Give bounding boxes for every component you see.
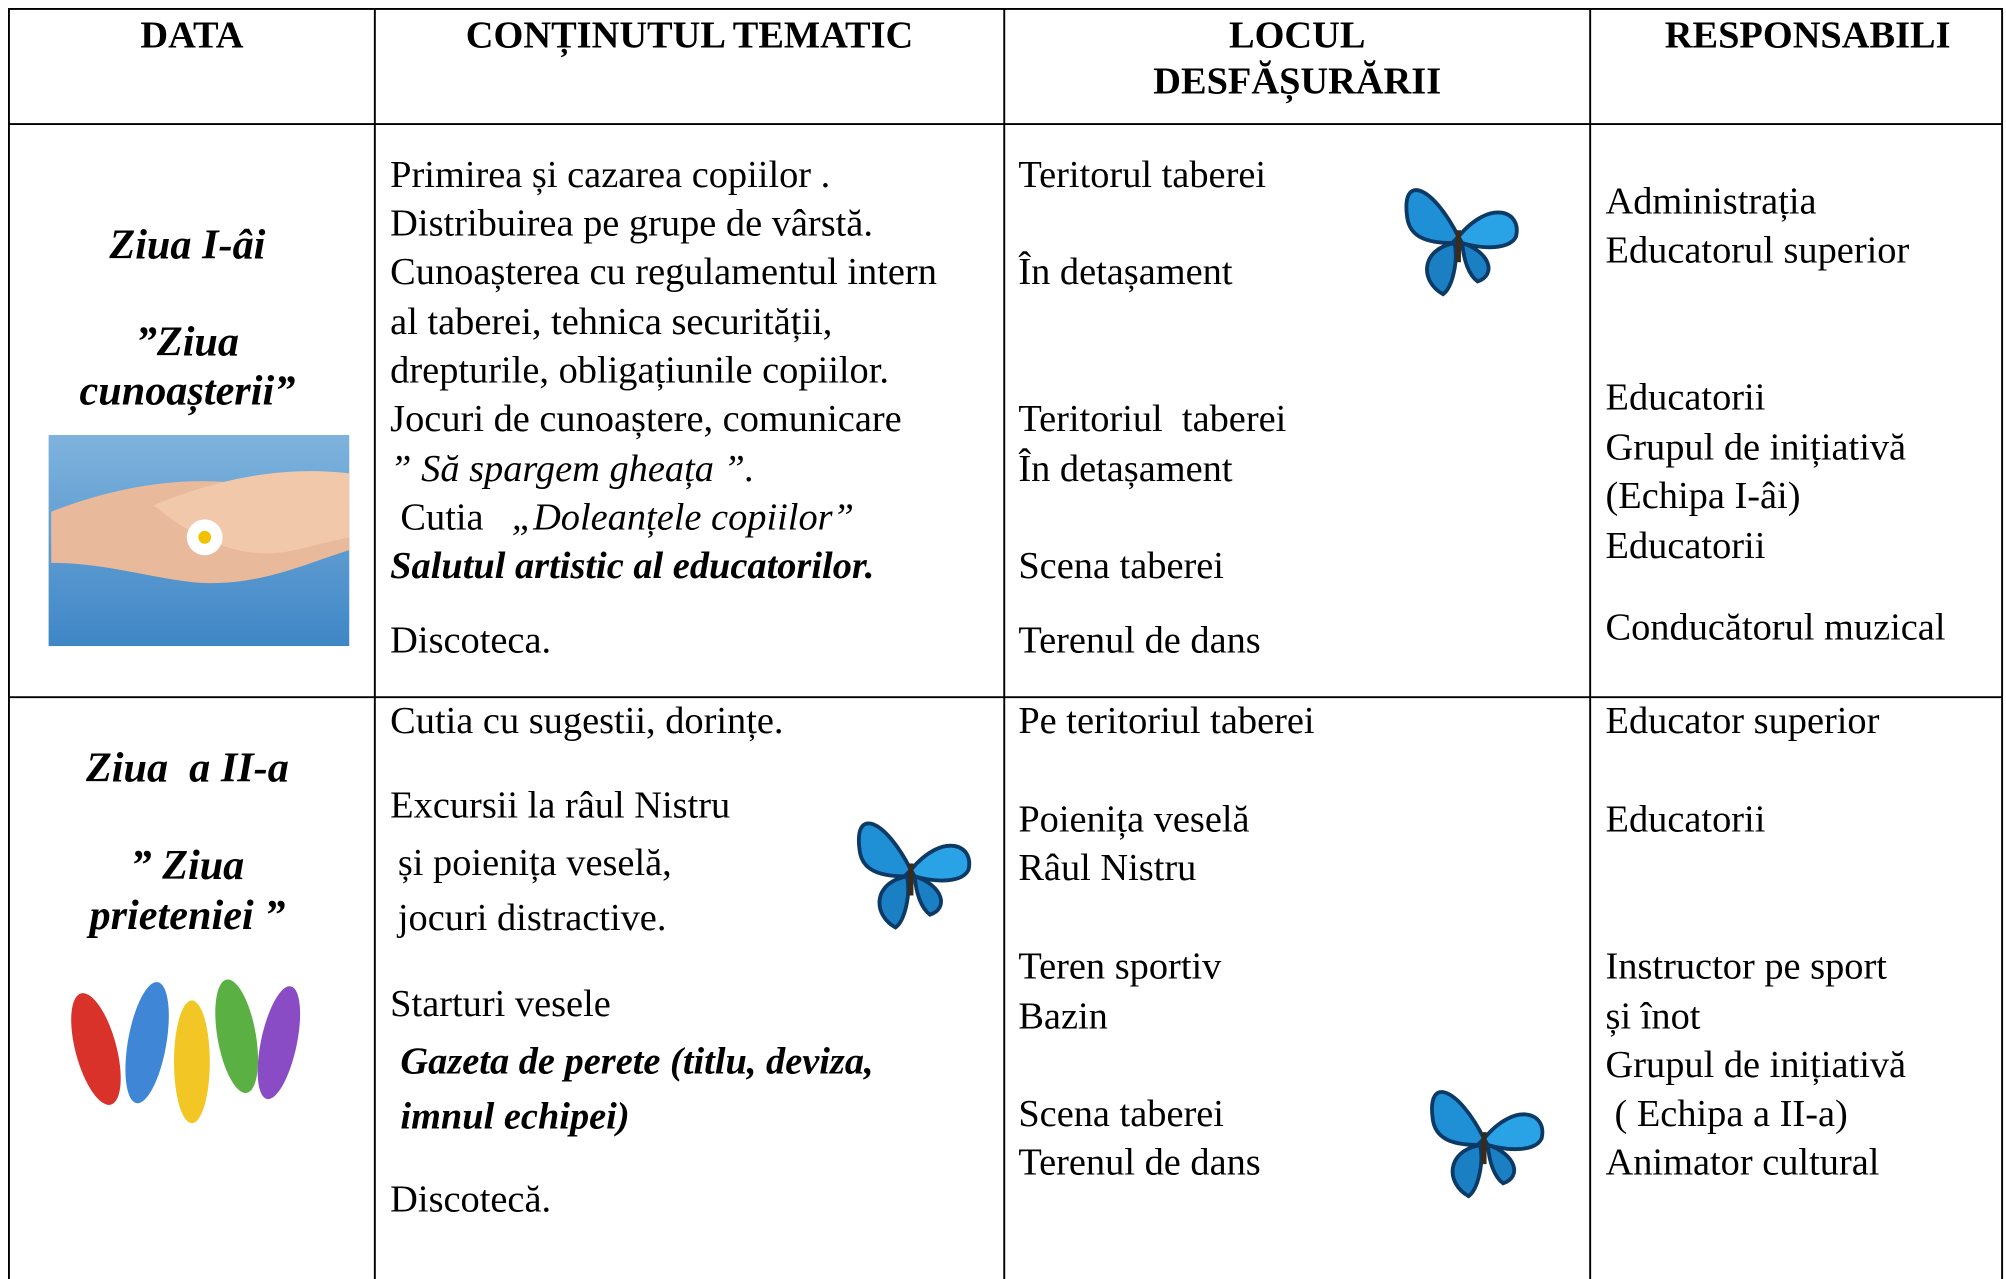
- day-label: prieteniei ”: [89, 892, 286, 940]
- content-line: Salutul artistic al educatorilor.: [390, 544, 875, 588]
- place-line: Scena taberei: [1018, 1092, 1224, 1135]
- place-line: Terenul de dans: [1018, 1141, 1261, 1184]
- day-label: Ziua I-âi: [109, 222, 266, 269]
- place-line: Teritoriul taberei: [1018, 397, 1287, 441]
- day-label: cunoașterii”: [79, 368, 296, 415]
- responsible-line: (Echipa I-âi): [1605, 474, 1801, 517]
- responsible-line: Grupul de inițiativă: [1605, 426, 1907, 469]
- content-line: Cunoașterea cu regulamentul intern: [390, 250, 937, 293]
- header-cell: RESPONSABILI: [1664, 14, 1951, 57]
- responsible-line: Animator cultural: [1605, 1141, 1880, 1184]
- place-line: Teren sportiv: [1018, 945, 1222, 988]
- place-line: Pe teritoriul taberei: [1018, 699, 1315, 742]
- place-line: Bazin: [1018, 995, 1108, 1038]
- content-line: ” Să spargem gheața ”.: [390, 447, 755, 490]
- content-line: imnul echipei): [400, 1095, 630, 1138]
- responsible-line: Educatorii: [1605, 798, 1766, 841]
- handshake-image: [48, 434, 350, 647]
- borders: [7, 7, 2004, 1279]
- content-line: al taberei, tehnica securității,: [390, 300, 833, 343]
- responsible-line: Instructor pe sport: [1605, 945, 1887, 988]
- content-line: „Doleanțele copiilor”: [511, 496, 854, 539]
- place-line: În detașament: [1018, 250, 1233, 293]
- content-line: Cutia cu sugestii, dorințe.: [390, 699, 784, 742]
- header-cell: CONȚINUTUL TEMATIC: [465, 14, 914, 57]
- responsible-line: Conducătorul muzical: [1605, 606, 1946, 649]
- butterfly: [1432, 1092, 1542, 1196]
- day-label: ” Ziua: [130, 843, 245, 890]
- content-line: Jocuri de cunoaștere, comunicare: [390, 397, 902, 441]
- place-line: În detașament: [1018, 447, 1233, 490]
- butterfly: [1406, 190, 1516, 294]
- content-line: Excursii la râul Nistru: [390, 784, 731, 827]
- content-line: și poienița veselă,: [397, 841, 672, 884]
- content-line: Starturi vesele: [390, 982, 611, 1025]
- header-cell: LOCUL DESFĂȘURĂRII: [1153, 14, 1442, 103]
- place-line: Poienița veselă: [1018, 798, 1250, 841]
- content-line: Gazeta de perete (titlu, deviza,: [400, 1040, 874, 1083]
- responsible-line: Administrația: [1605, 180, 1817, 223]
- content-line: Discoteca.: [390, 619, 552, 662]
- place-line: Terenul de dans: [1018, 619, 1261, 662]
- header-cell: DATA: [140, 14, 244, 57]
- content-line: jocuri distractive.: [397, 896, 667, 940]
- place-line: Râul Nistru: [1018, 846, 1197, 890]
- responsible-line: Educatorul superior: [1605, 228, 1910, 272]
- responsible-line: ( Echipa a II-a): [1614, 1092, 1848, 1135]
- content-line: Distribuirea pe grupe de vârstă.: [390, 202, 873, 245]
- responsible-line: Grupul de inițiativă: [1605, 1043, 1907, 1087]
- day-label: Ziua a II-a: [85, 745, 289, 792]
- responsible-line: Educatorii: [1605, 524, 1766, 567]
- responsible-line: Educatorii: [1605, 376, 1766, 419]
- content-line: Cutia: [400, 496, 484, 539]
- content-line: Discotecă.: [390, 1178, 552, 1221]
- day-label: ”Ziua: [135, 319, 240, 366]
- place-line: Teritorul taberei: [1018, 153, 1267, 196]
- content-line: drepturile, obligațiunile copiilor.: [390, 349, 890, 392]
- responsible-line: Educator superior: [1605, 699, 1880, 742]
- dancers-image: [71, 979, 301, 1124]
- content-line: Primirea și cazarea copiilor .: [390, 153, 831, 196]
- place-line: Scena taberei: [1018, 544, 1224, 588]
- butterfly: [859, 823, 969, 927]
- responsible-line: și înot: [1605, 995, 1701, 1038]
